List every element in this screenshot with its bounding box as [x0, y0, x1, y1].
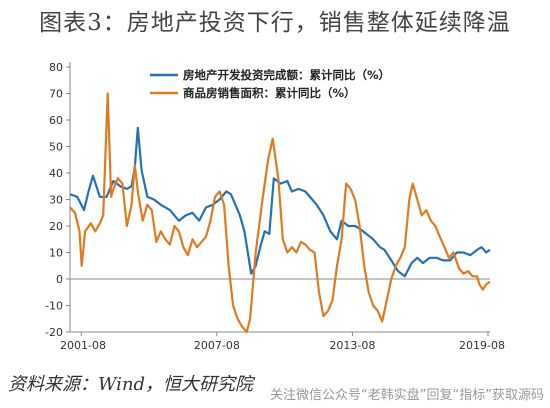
watermark-text: 关注微信公众号“老韩实盘”回复“指标”获取源码 [270, 388, 544, 403]
y-tick-label: 10 [49, 247, 63, 260]
y-tick-label: 70 [49, 88, 63, 101]
line-chart: -20 -10 0 10 20 30 40 50 60 70 80 2001-08 2007-08 201… [45, 61, 505, 352]
series-line-sales-area [69, 92, 491, 334]
y-tick-label: 80 [49, 61, 63, 74]
x-tick-label: 2007-08 [194, 339, 240, 352]
y-tick-label: 50 [49, 141, 63, 154]
y-tick-label: -20 [45, 326, 63, 339]
legend: 房地产开发投资完成额：累计同比（%） 商品房销售面积：累计同比（%） [150, 68, 390, 100]
legend-label: 房地产开发投资完成额：累计同比（%） [183, 68, 390, 82]
axis-group: -20 -10 0 10 20 30 40 50 60 70 80 2001-08 2007-08 201… [45, 61, 505, 352]
y-tick-label: 0 [56, 273, 63, 286]
y-tick-label: 20 [49, 220, 63, 233]
x-tick-label: 2001-08 [60, 339, 106, 352]
series-line-investment [69, 126, 491, 278]
y-tick-label: -10 [45, 300, 63, 313]
y-tick-label: 40 [49, 167, 63, 180]
figure-title: 图表3：房地产投资下行，销售整体延续降温 [39, 10, 511, 36]
y-tick-label: 30 [49, 194, 63, 207]
series-group [69, 92, 491, 334]
legend-label: 商品房销售面积：累计同比（%） [183, 86, 356, 100]
y-tick-label: 60 [49, 114, 63, 127]
x-tick-label: 2013-08 [329, 339, 375, 352]
x-tick-label: 2019-08 [459, 339, 505, 352]
source-note: 资料来源：Wind，恒大研究院 [8, 374, 254, 395]
